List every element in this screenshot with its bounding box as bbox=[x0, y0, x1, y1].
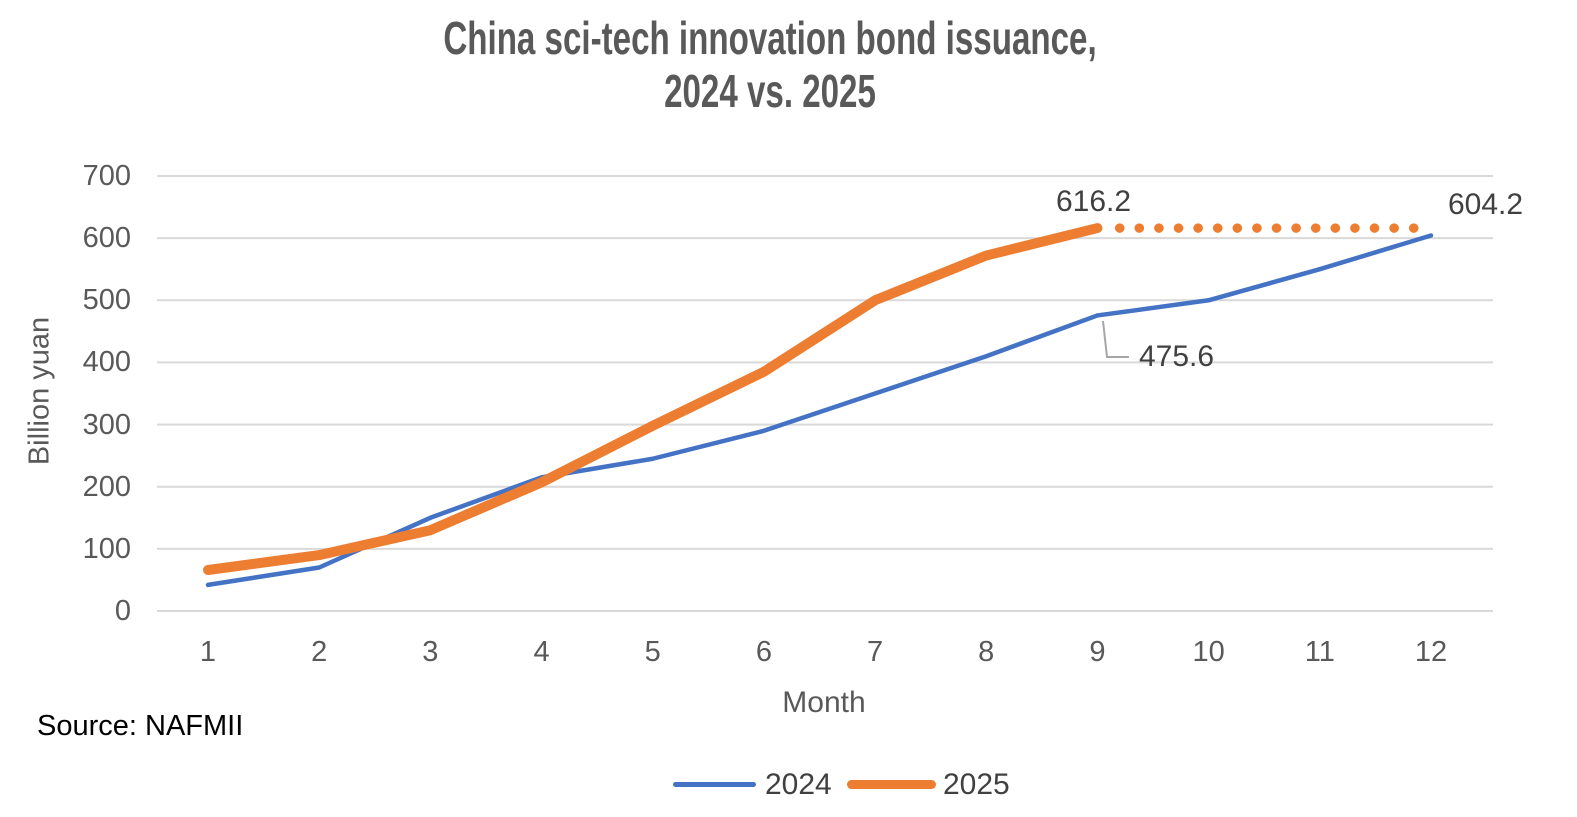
y-tick-label-400: 400 bbox=[82, 346, 131, 379]
x-tick-label-9: 9 bbox=[1089, 636, 1106, 668]
x-tick-label-11: 11 bbox=[1304, 636, 1335, 668]
legend-swatch-2024 bbox=[673, 782, 756, 787]
source-note: Source: NAFMII bbox=[37, 710, 244, 742]
y-tick-label-200: 200 bbox=[82, 470, 131, 503]
x-tick-label-1: 1 bbox=[199, 636, 217, 668]
series-line-2025 bbox=[203, 223, 1103, 575]
y-tick-label-300: 300 bbox=[82, 408, 131, 441]
x-axis-title: Month bbox=[782, 686, 866, 719]
y-tick-label-600: 600 bbox=[82, 222, 131, 255]
data-label-2024-sep: 475.6 bbox=[1139, 340, 1215, 373]
x-tick-label-4: 4 bbox=[533, 636, 550, 668]
x-tick-label-6: 6 bbox=[755, 636, 772, 668]
y-tick-label-100: 100 bbox=[82, 532, 131, 565]
data-label-2025-sep: 616.2 bbox=[1056, 185, 1132, 218]
legend-label-2025: 2025 bbox=[943, 768, 1010, 801]
x-tick-label-2: 2 bbox=[311, 636, 328, 668]
x-tick-label-12: 12 bbox=[1414, 636, 1448, 668]
x-tick-label-3: 3 bbox=[422, 636, 439, 668]
legend-swatch-2025 bbox=[847, 780, 936, 789]
y-tick-label-0: 0 bbox=[114, 595, 131, 627]
callout-line-475 bbox=[1102, 320, 1129, 358]
x-tick-label-8: 8 bbox=[978, 636, 995, 668]
chart-title: China sci-tech innovation bond issuance,… bbox=[0, 12, 1540, 118]
y-axis-title: Billion yuan bbox=[23, 316, 56, 466]
y-tick-label-500: 500 bbox=[82, 284, 131, 317]
legend-label-2024: 2024 bbox=[765, 768, 832, 801]
data-label-2024-dec: 604.2 bbox=[1448, 188, 1524, 221]
chart-title-line-1: China sci-tech innovation bond issuance, bbox=[443, 12, 1097, 64]
series-line-2024 bbox=[205, 233, 1434, 588]
y-tick-label-700: 700 bbox=[82, 160, 131, 192]
x-tick-label-7: 7 bbox=[867, 636, 884, 668]
x-tick-label-10: 10 bbox=[1192, 636, 1225, 668]
x-tick-label-5: 5 bbox=[644, 636, 661, 668]
chart-title-line-2: 2024 vs. 2025 bbox=[664, 65, 876, 117]
